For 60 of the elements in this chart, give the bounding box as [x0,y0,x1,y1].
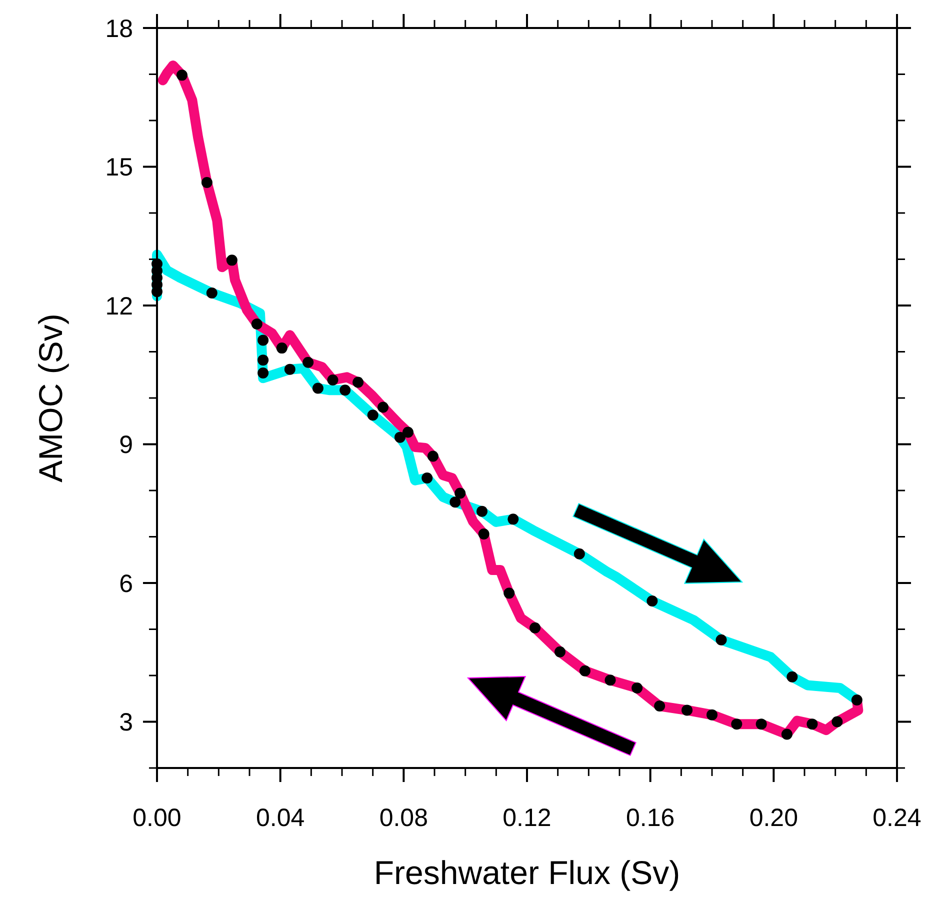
point [706,709,718,720]
y-tick-label: 12 [105,292,133,320]
point [781,728,792,740]
point [258,368,269,379]
y-tick-label: 18 [105,14,133,43]
point [394,432,406,443]
y-tick-label: 9 [119,431,133,459]
y-tick-label: 3 [119,708,133,736]
point [682,704,693,716]
point [731,718,742,730]
point [632,682,643,694]
point [574,548,585,560]
point [756,718,767,730]
x-tick-label: 0.24 [872,804,922,832]
point [258,334,269,346]
x-axis-title: Freshwater Flux (Sv) [374,854,680,891]
x-tick-label: 0.08 [379,804,428,832]
point [716,634,727,646]
point [422,472,433,484]
point [258,354,269,366]
point [851,694,862,706]
point [352,376,364,388]
point [454,488,466,499]
point [832,716,843,728]
y-axis-title: AMOC (Sv) [32,314,69,482]
x-tick-label: 0.20 [749,804,798,832]
point [206,288,218,299]
point [478,528,490,540]
point [302,356,314,368]
point [176,70,188,81]
point [604,674,616,686]
point [786,671,798,682]
y-tick-label: 15 [105,154,133,182]
point [646,596,658,607]
point [251,318,262,330]
point [654,700,666,712]
point [327,374,338,386]
point [450,496,461,508]
point [201,176,212,188]
point [367,410,378,421]
point [402,426,414,438]
point [476,506,488,517]
point [378,402,389,413]
point [579,665,590,676]
point [226,254,238,266]
point [276,342,288,354]
point [340,384,351,396]
point [530,622,541,634]
point [508,514,519,525]
x-tick-label: 0.12 [502,804,552,832]
point [284,364,296,375]
point [554,646,566,658]
point [504,588,515,599]
x-tick-label: 0.00 [132,804,182,832]
point [806,718,818,730]
x-tick-label: 0.04 [256,804,305,832]
x-tick-label: 0.16 [626,804,675,832]
point [312,382,324,394]
y-tick-label: 6 [119,570,133,598]
point [427,450,438,462]
